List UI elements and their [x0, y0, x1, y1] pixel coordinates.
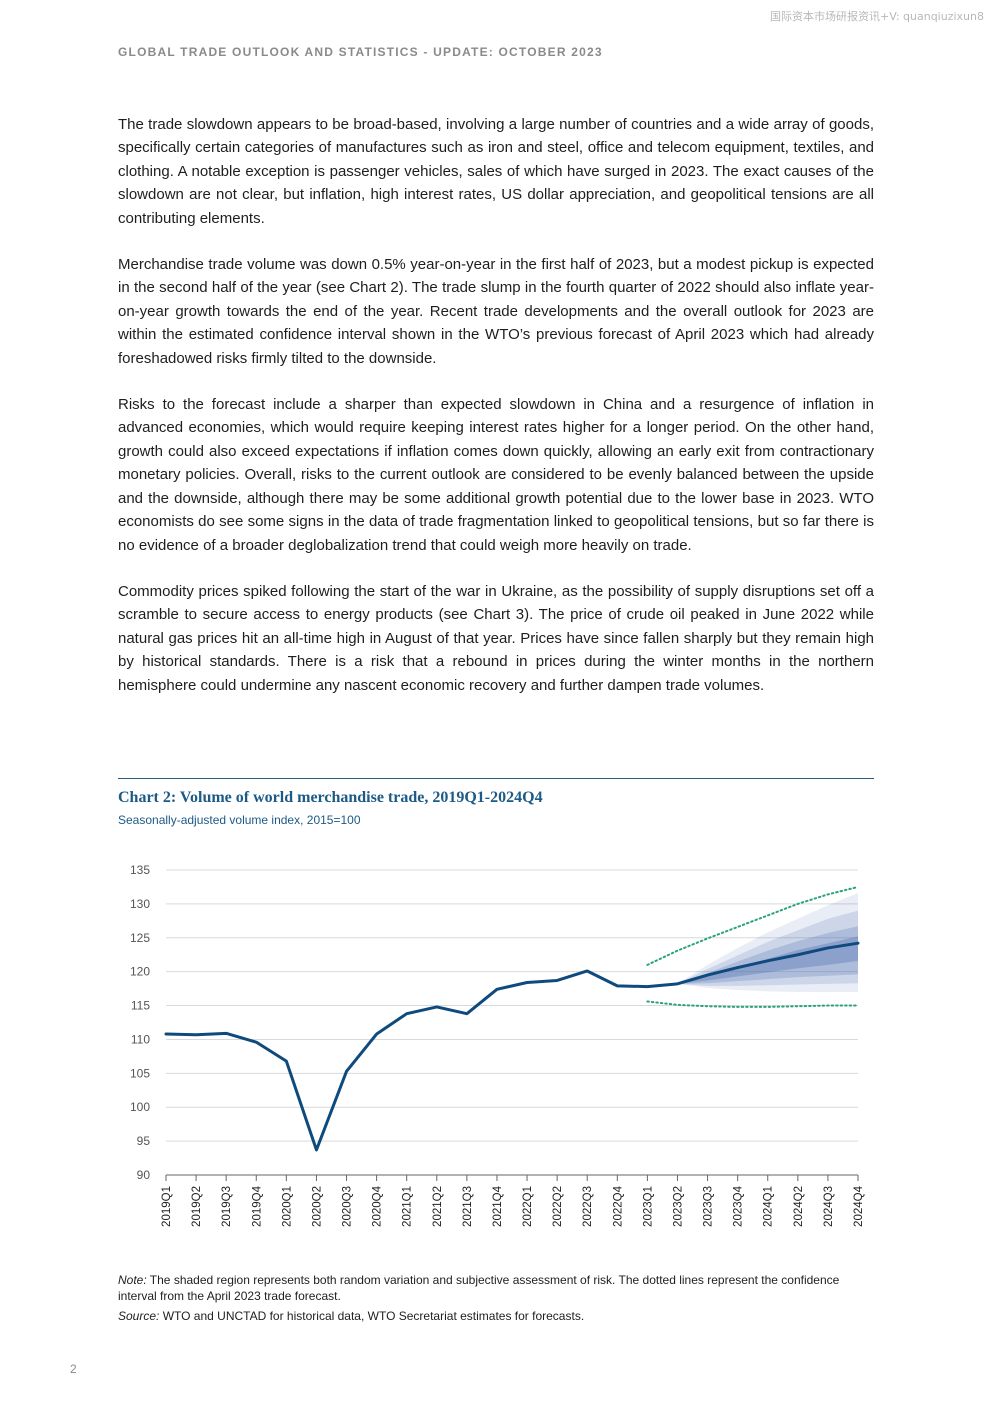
y-tick-label: 110: [131, 1032, 150, 1046]
x-tick-label: 2022Q1: [522, 1186, 534, 1227]
x-tick-label: 2022Q2: [552, 1186, 564, 1227]
paragraph-1: The trade slowdown appears to be broad-b…: [118, 116, 874, 227]
y-tick-label: 120: [130, 965, 150, 979]
x-tick-label: 2019Q2: [191, 1186, 203, 1227]
x-tick-label: 2023Q4: [733, 1185, 745, 1227]
x-tick-label: 2021Q2: [432, 1186, 444, 1227]
series-line: [164, 941, 860, 1152]
x-tick-label: 2024Q1: [763, 1186, 775, 1227]
y-tick-label: 100: [130, 1100, 150, 1114]
y-tick-label: 95: [137, 1134, 151, 1148]
fan-band: [677, 910, 858, 986]
x-axis: 2019Q1 2019Q2 2019Q3 2019Q4 2020Q1 2020Q2 2020…: [161, 1174, 865, 1227]
x-tick-label: 2020Q1: [281, 1186, 293, 1227]
confidence-interval: [646, 885, 859, 1008]
x-tick-label: 2022Q4: [612, 1185, 624, 1227]
x-tick-label: 2023Q3: [703, 1186, 715, 1227]
x-tick-label: 2023Q1: [642, 1186, 654, 1227]
series-layer: [164, 941, 860, 1152]
y-tick-label: 135: [130, 863, 150, 877]
chart-source: Source: WTO and UNCTAD for historical da…: [118, 1308, 848, 1324]
chart-grid: 90 95 100 105 110 115 120 125 130 135: [130, 863, 858, 1182]
x-tick-label: 2020Q4: [372, 1185, 384, 1227]
fan-band: [677, 926, 858, 984]
x-tick-label: 2024Q3: [823, 1186, 835, 1227]
y-tick-label: 105: [130, 1066, 150, 1080]
note-label: Note:: [118, 1273, 147, 1287]
x-tick-label: 2024Q4: [853, 1185, 865, 1227]
y-tick-label: 130: [130, 897, 150, 911]
y-tick-label: 125: [130, 931, 150, 945]
watermark: 国际资本市场研报资讯+V: quanqiuzixun8: [769, 10, 984, 23]
x-tick-label: 2021Q3: [462, 1186, 474, 1227]
chart-note: Note: The shaded region represents both …: [118, 1272, 848, 1304]
x-tick-label: 2021Q1: [402, 1186, 414, 1227]
body-text: The trade slowdown appears to be broad-b…: [118, 113, 874, 720]
x-tick-label: 2022Q3: [582, 1186, 594, 1227]
x-tick-label: 2020Q3: [342, 1186, 354, 1227]
running-header: GLOBAL TRADE OUTLOOK AND STATISTICS - UP…: [118, 45, 603, 59]
x-tick-label: 2024Q2: [793, 1186, 805, 1227]
confidence-line-upper: [646, 885, 859, 966]
x-tick-label: 2019Q3: [221, 1186, 233, 1227]
x-tick-label: 2023Q2: [672, 1186, 684, 1227]
x-tick-label: 2019Q4: [251, 1185, 263, 1227]
paragraph-4: Commodity prices spiked following the st…: [118, 582, 874, 694]
source-label: Source:: [118, 1309, 160, 1323]
y-tick-label: 115: [131, 999, 150, 1013]
x-tick-label: 2021Q4: [492, 1185, 504, 1227]
confidence-line-lower: [646, 1000, 859, 1008]
note-text: The shaded region represents both random…: [118, 1273, 840, 1303]
chart-title: Chart 2: Volume of world merchandise tra…: [118, 789, 543, 806]
paragraph-2: Merchandise trade volume was down 0.5% y…: [118, 256, 874, 367]
x-tick-label: 2019Q1: [161, 1186, 173, 1227]
source-text: WTO and UNCTAD for historical data, WTO …: [159, 1309, 585, 1323]
paragraph-3: Risks to the forecast include a sharper …: [118, 396, 874, 554]
x-tick-label: 2020Q2: [311, 1186, 323, 1227]
chart-subtitle: Seasonally-adjusted volume index, 2015=1…: [118, 813, 361, 827]
y-tick-label: 90: [137, 1168, 151, 1182]
page-number: 2: [70, 1362, 77, 1376]
fan-band: [677, 893, 858, 992]
chart-top-rule: [118, 778, 874, 779]
